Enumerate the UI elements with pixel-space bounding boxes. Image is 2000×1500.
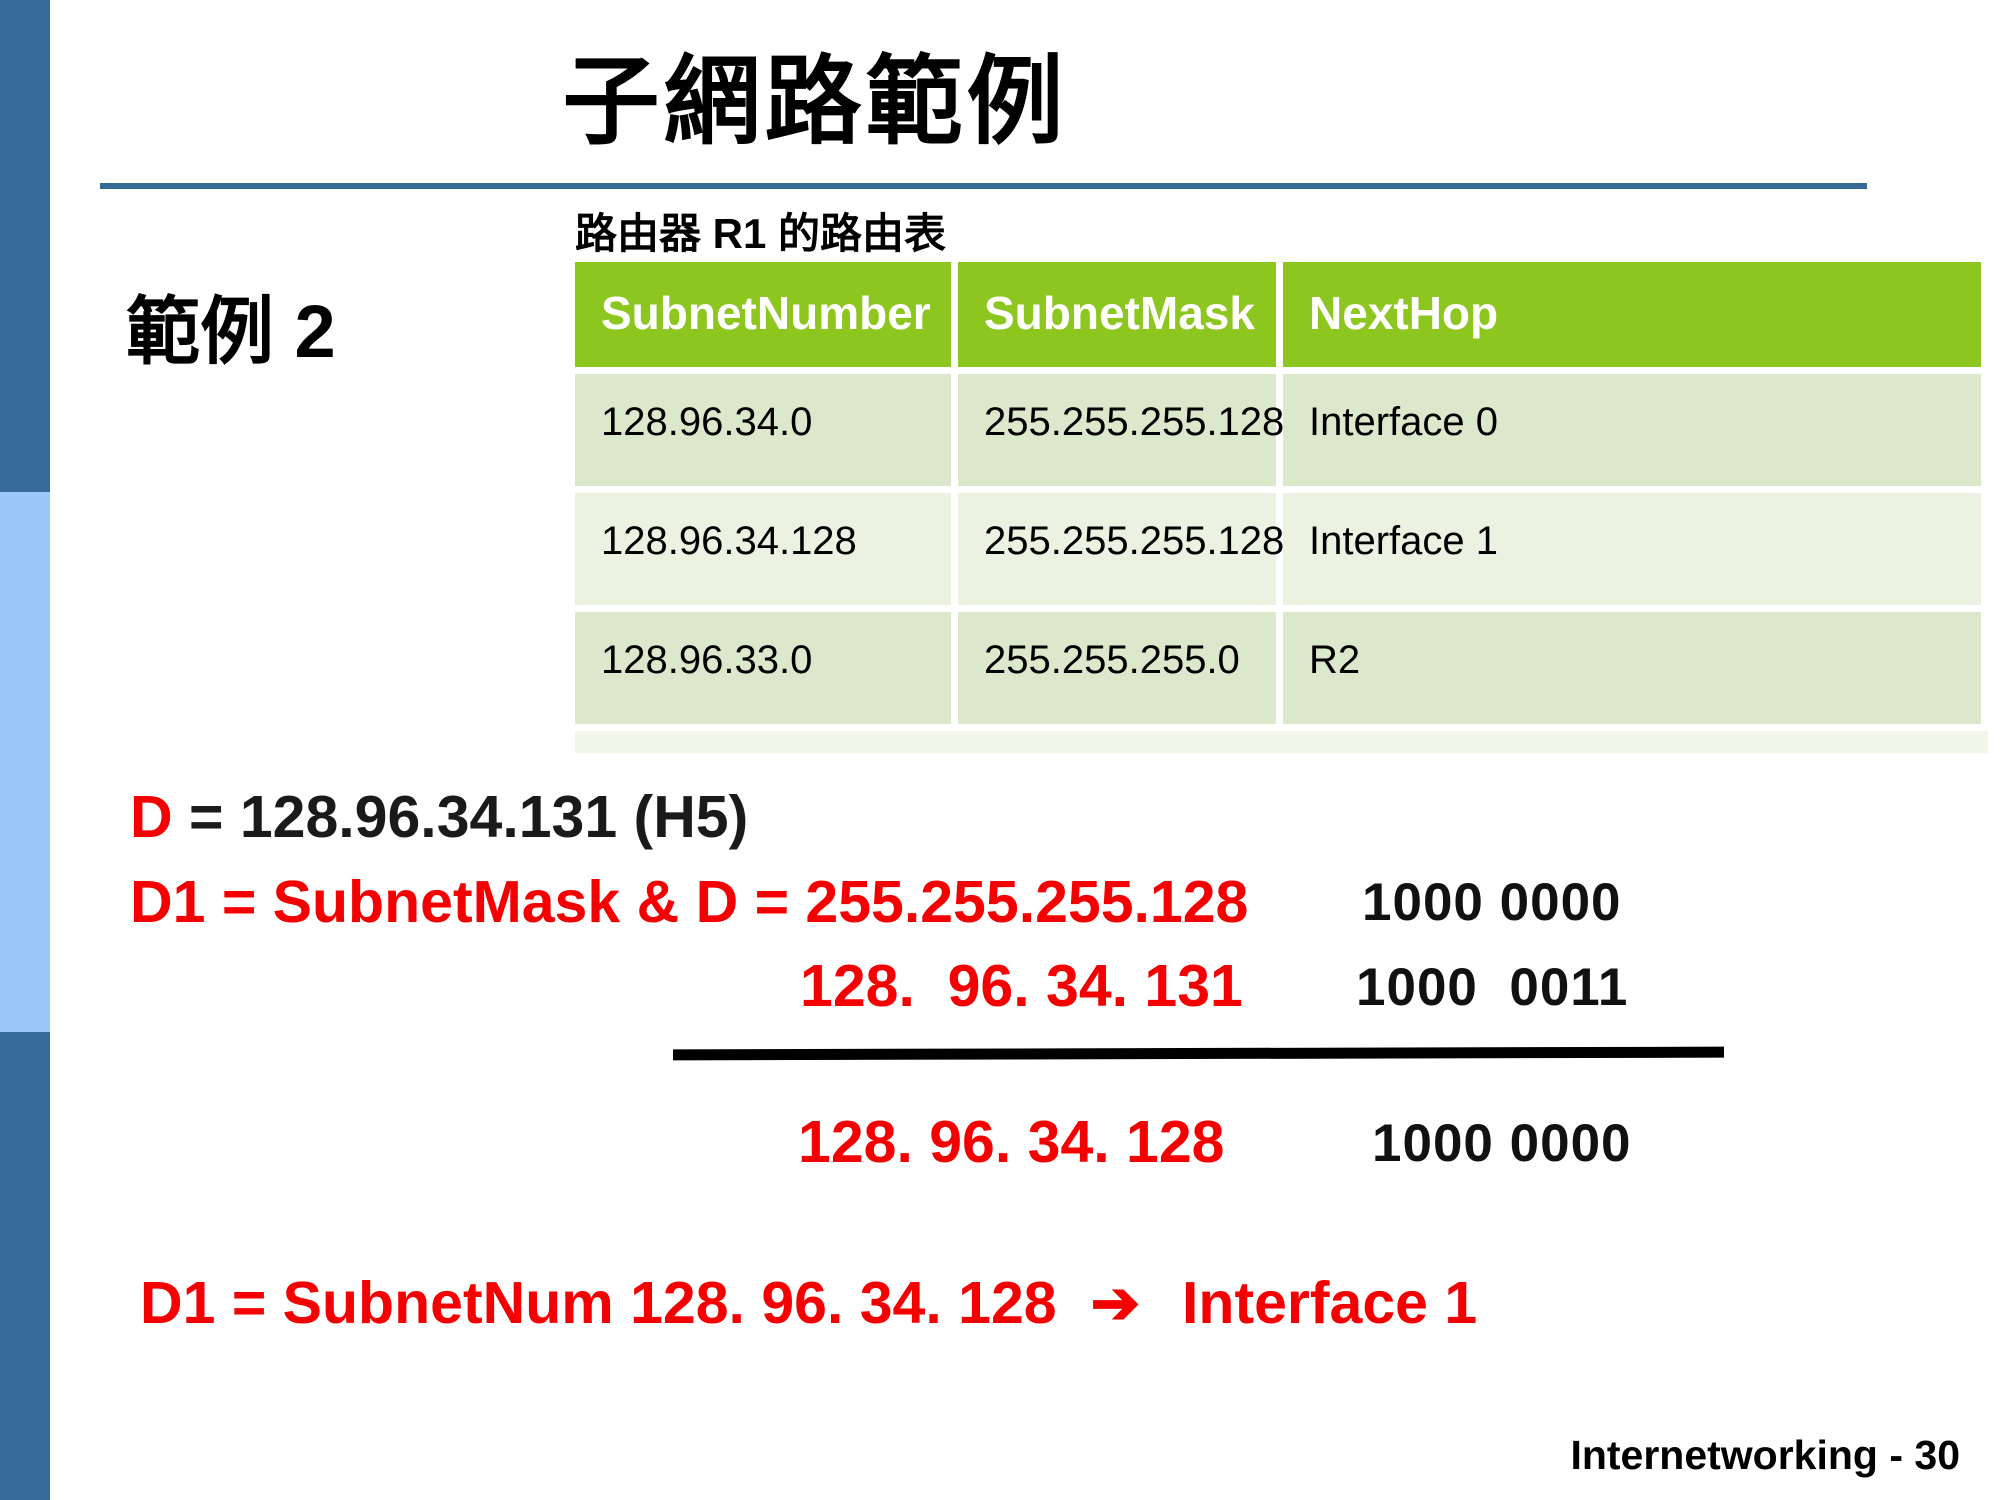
- table-cell-subnetnumber: 128.96.33.0: [575, 612, 951, 724]
- calc-line-address: 128. 96. 34. 131: [800, 953, 1243, 1019]
- calc-d-symbol: D: [130, 784, 173, 850]
- calc-binary-mask: 1000 0000: [1362, 873, 1622, 932]
- sidebar-segment-bottom: [0, 1032, 50, 1500]
- calc-line-destination: D = 128.96.34.131 (H5): [130, 783, 748, 851]
- calc-binary-result: 1000 0000: [1372, 1114, 1632, 1173]
- calc-divider-line: [672, 1046, 1725, 1061]
- calc-conclusion-target: Interface 1: [1182, 1270, 1478, 1336]
- sidebar-segment-middle: [0, 492, 50, 1032]
- table-header-subnetnumber: SubnetNumber: [575, 262, 951, 367]
- slide-title: 子網路範例: [562, 49, 1068, 156]
- calc-conclusion-text: D1 = SubnetNum 128. 96. 34. 128: [140, 1270, 1057, 1336]
- table-cell-nexthop: Interface 1: [1283, 493, 1981, 605]
- table-cell-subnetnumber: 128.96.34.0: [575, 374, 951, 486]
- calc-line-mask-and: D1 = SubnetMask & D = 255.255.255.128: [130, 869, 1249, 935]
- table-caption: 路由器 R1 的路由表: [575, 210, 947, 257]
- calc-conclusion: D1 = SubnetNum 128. 96. 34. 128 ➔ Interfac…: [140, 1268, 1477, 1337]
- sidebar-accent-bar: [0, 0, 50, 1500]
- title-divider: [100, 183, 1867, 189]
- table-bottom-strip: [575, 731, 1988, 753]
- table-cell-subnetmask: 255.255.255.128: [958, 374, 1284, 486]
- table-header-nexthop: NextHop: [1283, 262, 1981, 367]
- table-cell-subnetmask: 255.255.255.0: [958, 612, 1276, 724]
- table-cell-subnetnumber: 128.96.34.128: [575, 493, 951, 605]
- table-cell-nexthop: R2: [1283, 612, 1981, 724]
- calc-line-and-result: 128. 96. 34. 128: [798, 1109, 1225, 1175]
- table-header-subnetmask: SubnetMask: [958, 262, 1276, 367]
- example-label: 範例 2: [126, 290, 336, 373]
- table-cell-nexthop: Interface 0: [1283, 374, 1981, 486]
- routing-table: SubnetNumber SubnetMask NextHop 128.96.3…: [575, 262, 1988, 724]
- calc-binary-address: 1000 0011: [1356, 958, 1629, 1017]
- right-arrow-icon: ➔: [1090, 1270, 1141, 1336]
- page-number-label: Internetworking - 30: [1570, 1432, 1960, 1478]
- table-cell-subnetmask: 255.255.255.128: [958, 493, 1284, 605]
- sidebar-segment-top: [0, 0, 50, 492]
- calc-d-value: = 128.96.34.131 (H5): [172, 784, 749, 850]
